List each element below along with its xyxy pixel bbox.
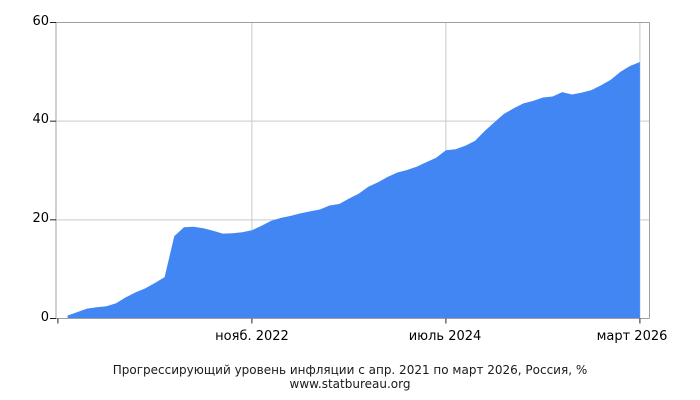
- x-axis-label-jul-2024: июль 2024: [408, 329, 482, 344]
- axis-ticks: [50, 22, 641, 324]
- area-series: [67, 62, 640, 319]
- x-axis-label-nov-2022: нояб. 2022: [215, 329, 289, 344]
- y-axis-label-0: 0: [40, 310, 49, 325]
- plot-frame: [55, 22, 650, 319]
- chart-source: www.statbureau.org: [289, 377, 411, 391]
- chart-title: Прогрессирующий уровень инфляции с апр. …: [112, 363, 588, 377]
- inflation-area-fill: [67, 62, 640, 319]
- y-axis-label-40: 40: [32, 112, 49, 127]
- y-axis-label-20: 20: [32, 211, 49, 226]
- y-axis-label-60: 60: [32, 14, 49, 29]
- x-axis-label-mar-2026: март 2026: [596, 329, 668, 344]
